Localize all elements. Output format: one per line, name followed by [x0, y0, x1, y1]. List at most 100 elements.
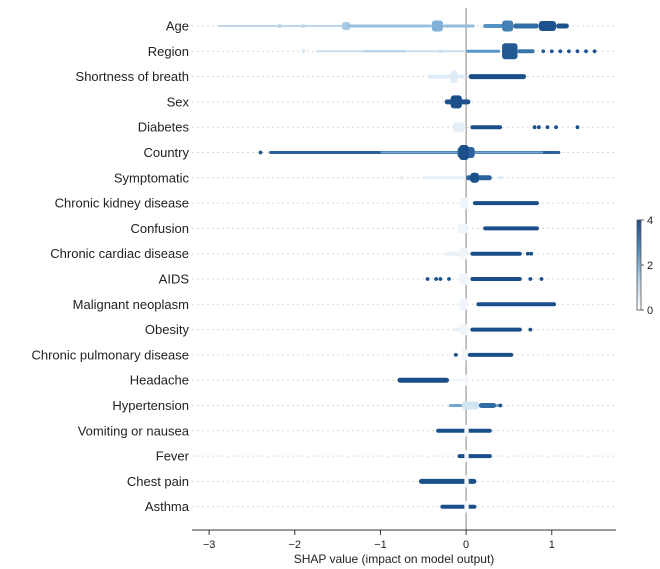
feature-row-marks — [217, 20, 569, 32]
shap-point — [498, 403, 503, 408]
colorbar-ticks: 0 2 4 — [641, 215, 653, 317]
shap-point — [566, 49, 571, 54]
shap-point — [434, 277, 439, 281]
shap-point — [539, 277, 544, 281]
shap-point-band — [464, 500, 469, 513]
beeswarm-marks — [217, 20, 597, 513]
shap-point-band — [459, 298, 468, 311]
shap-point — [575, 125, 580, 130]
shap-point-band — [423, 176, 467, 180]
x-tick-label: −3 — [203, 539, 216, 551]
feature-row-marks — [457, 223, 539, 234]
feature-row-marks — [460, 197, 539, 210]
feature-label: Sex — [167, 94, 190, 109]
shap-point-band — [457, 223, 468, 234]
shap-point-band — [418, 478, 477, 484]
feature-label: Malignant neoplasm — [73, 297, 189, 312]
shap-point-band — [483, 24, 505, 28]
shap-point-band — [502, 43, 518, 60]
feature-labels: Age Region Shortness of breath Sex Diabetes C… — [31, 19, 189, 515]
feature-label: Country — [143, 145, 189, 160]
shap-point — [301, 24, 306, 28]
shap-point-band — [476, 302, 557, 307]
shap-point-band — [470, 172, 479, 183]
shap-point-band — [468, 74, 527, 80]
shap-point-band — [470, 251, 522, 256]
shap-point-band — [431, 20, 443, 32]
feature-row-marks — [436, 424, 492, 437]
shap-point-band — [459, 247, 468, 260]
feature-label: Symptomatic — [114, 170, 190, 185]
feature-label: Chest pain — [127, 474, 189, 489]
shap-point-band — [277, 24, 282, 28]
shap-point-band — [459, 273, 468, 285]
feature-label: Obesity — [145, 322, 190, 337]
shap-point-band — [466, 49, 501, 53]
shap-point-band — [465, 374, 469, 387]
x-tick-label: −2 — [289, 539, 302, 551]
colorbar-tick-label: 4 — [647, 215, 653, 227]
shap-point — [258, 150, 263, 155]
x-tick-label: 0 — [463, 539, 469, 551]
shap-point — [438, 49, 443, 54]
shap-point-band — [517, 49, 535, 54]
x-axis-ticks: −3 −2 −1 0 1 — [203, 530, 555, 551]
shap-point — [537, 125, 541, 130]
shap-point-band — [470, 125, 503, 130]
shap-point-band — [478, 403, 497, 408]
shap-point — [301, 49, 306, 54]
feature-label: Chronic kidney disease — [55, 196, 189, 211]
shap-point — [529, 251, 534, 256]
shap-point — [541, 49, 546, 54]
shap-point-band — [450, 70, 458, 84]
colorbar-tick-label: 2 — [647, 260, 653, 272]
shap-point-band — [460, 197, 468, 210]
shap-point-band — [460, 323, 468, 336]
feature-row-marks — [459, 298, 557, 311]
feature-label: Region — [148, 44, 189, 59]
x-tick-label: −1 — [374, 539, 387, 551]
shap-point-band — [513, 23, 539, 29]
colorbar: 0 2 4 — [636, 215, 653, 317]
feature-row-marks — [457, 450, 492, 463]
shap-point-band — [464, 424, 469, 437]
feature-label: Shortness of breath — [76, 69, 189, 84]
feature-label: AIDS — [159, 272, 190, 287]
feature-row-marks — [399, 172, 503, 183]
shap-point — [453, 353, 458, 357]
shap-point — [447, 277, 451, 281]
shap-point-band — [448, 378, 468, 382]
feature-label: Chronic cardiac disease — [50, 246, 189, 261]
shap-point-band — [427, 74, 467, 79]
shap-point-band — [397, 377, 449, 383]
feature-label: Age — [166, 19, 189, 34]
feature-label: Hypertension — [112, 398, 189, 413]
feature-row-marks — [453, 122, 580, 133]
shap-point-band — [461, 348, 468, 361]
shap-point — [438, 277, 443, 281]
shap-point-band — [470, 327, 522, 332]
feature-row-marks — [444, 95, 471, 109]
shap-point-band — [453, 122, 465, 133]
feature-label: Asthma — [145, 499, 190, 514]
shap-point-band — [483, 226, 539, 231]
feature-row-marks — [448, 401, 503, 410]
feature-label: Headache — [130, 373, 189, 388]
feature-row-marks — [440, 500, 477, 513]
feature-label: Fever — [156, 449, 190, 464]
feature-row-marks — [418, 475, 477, 488]
shap-point — [545, 125, 550, 130]
shap-point — [549, 49, 554, 54]
shap-point — [558, 49, 563, 54]
feature-label: Chronic pulmonary disease — [31, 347, 189, 362]
shap-point-band — [467, 352, 514, 357]
shap-point-band — [436, 428, 492, 433]
feature-row-marks — [425, 273, 544, 285]
shap-point-band — [464, 450, 469, 463]
feature-row-marks — [453, 323, 533, 336]
shap-point-band — [556, 23, 569, 29]
feature-row-marks — [258, 145, 561, 160]
shap-point-band — [440, 504, 477, 509]
shap-point-band — [457, 454, 492, 459]
